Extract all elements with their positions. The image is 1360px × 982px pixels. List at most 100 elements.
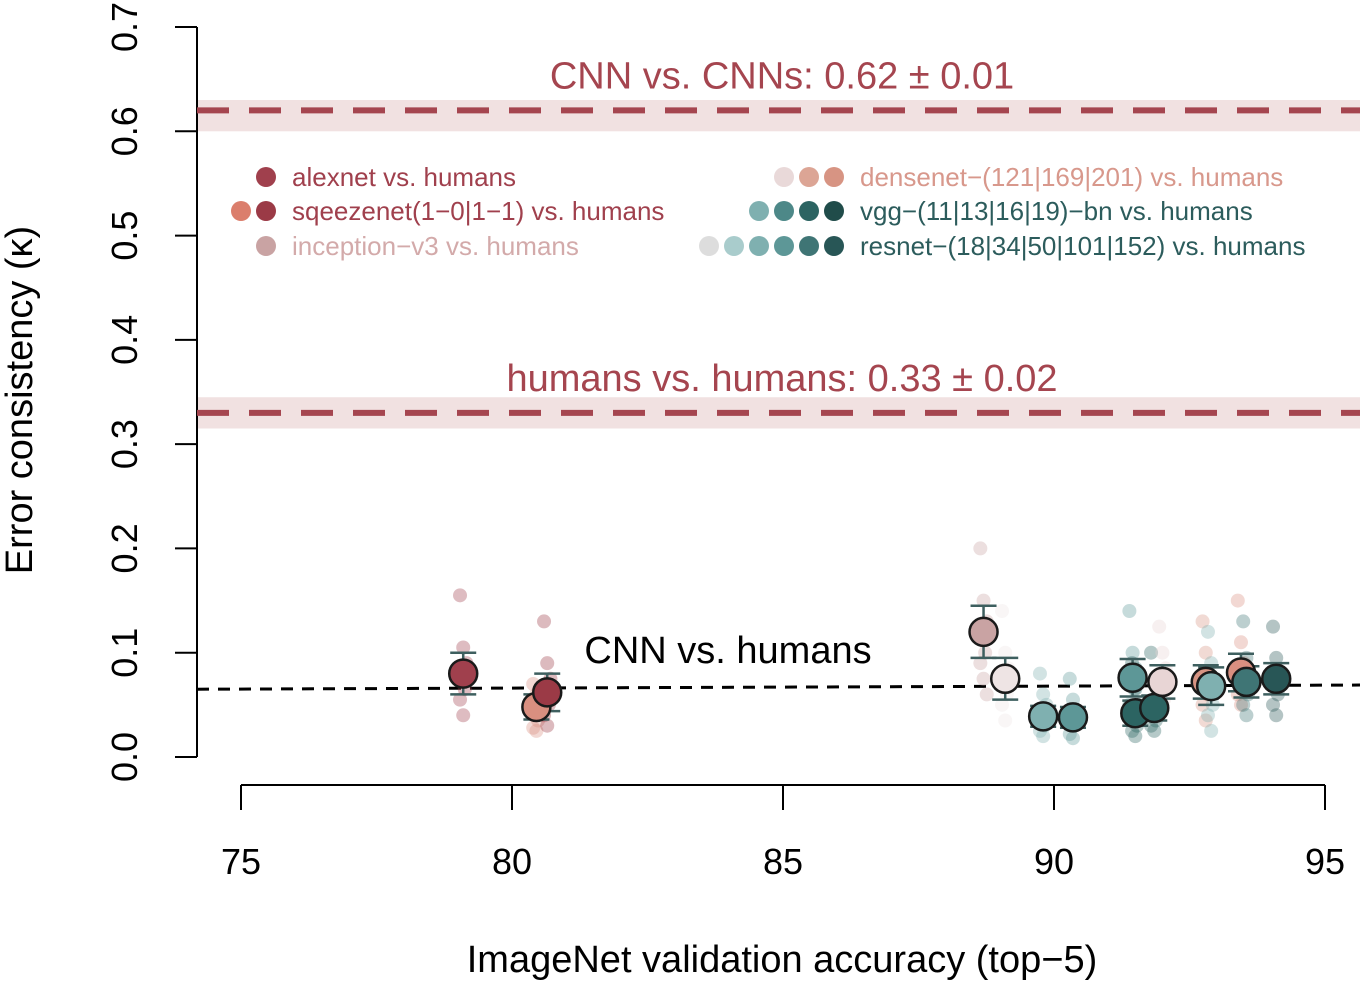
sample-point xyxy=(1233,635,1248,650)
sample-point xyxy=(976,671,991,686)
sample-point xyxy=(1236,614,1251,629)
legend-swatch xyxy=(799,167,819,187)
model-point xyxy=(1057,702,1089,733)
legend-swatch xyxy=(749,236,769,256)
legend-label: densenet−(121|169|201) vs. humans xyxy=(860,162,1283,192)
sample-point xyxy=(978,645,993,660)
sample-point xyxy=(1195,614,1210,629)
x-tick-label: 80 xyxy=(492,841,532,882)
sample-point xyxy=(1269,708,1284,723)
sample-point xyxy=(1122,604,1137,618)
x-tick-label: 95 xyxy=(1305,841,1345,882)
legend-swatch xyxy=(256,167,276,187)
sample-point xyxy=(1128,729,1143,744)
legend-swatch xyxy=(724,236,744,256)
sample-point xyxy=(540,656,555,671)
legend-swatch xyxy=(699,236,719,256)
sample-point xyxy=(979,687,994,702)
sample-point xyxy=(453,692,468,707)
sample-point xyxy=(973,656,988,671)
sample-point xyxy=(1032,666,1047,681)
x-tick-label: 90 xyxy=(1034,841,1074,882)
sample-point xyxy=(1200,624,1215,639)
model-point xyxy=(968,616,999,648)
sample-point xyxy=(537,614,552,629)
sample-point xyxy=(1204,723,1219,738)
sample-point xyxy=(1236,697,1251,712)
sample-point xyxy=(1230,593,1245,608)
x-ticks: 75 80 85 90 95 xyxy=(221,785,1345,882)
y-tick-label: 0.7 xyxy=(104,2,145,52)
sample-point xyxy=(995,604,1010,618)
legend-swatch xyxy=(774,167,794,187)
legend-swatch xyxy=(231,201,251,221)
trend-label: CNN vs. humans xyxy=(584,630,871,672)
x-tick-label: 85 xyxy=(763,841,803,882)
sample-point xyxy=(1266,697,1281,712)
legend-swatch xyxy=(824,236,844,256)
sample-point xyxy=(456,640,471,655)
reference-label: CNN vs. CNNs: 0.62 ± 0.01 xyxy=(550,55,1014,97)
sample-point xyxy=(998,645,1013,660)
y-tick-label: 0.4 xyxy=(104,315,145,365)
y-ticks: 0.0 0.1 0.2 0.3 0.4 0.5 0.6 0.7 xyxy=(104,2,197,782)
sample-point xyxy=(1233,697,1248,712)
x-axis-label: ImageNet validation accuracy (top−5) xyxy=(467,939,1098,981)
y-tick-label: 0.5 xyxy=(104,211,145,261)
sample-point xyxy=(973,541,988,556)
model-point xyxy=(989,663,1021,695)
model-point xyxy=(531,677,563,708)
x-tick-label: 75 xyxy=(221,841,261,882)
sample-point xyxy=(540,718,555,733)
legend-label: inception−v3 vs. humans xyxy=(292,231,579,261)
sample-point xyxy=(1266,619,1281,634)
sample-point xyxy=(1036,687,1051,702)
sample-point xyxy=(1155,645,1170,660)
sample-point xyxy=(1065,731,1080,746)
legend-swatch xyxy=(774,236,794,256)
model-point xyxy=(1195,670,1227,702)
sample-point xyxy=(995,697,1010,712)
reference-band xyxy=(197,100,1360,132)
model-point xyxy=(1231,666,1262,698)
sample-point xyxy=(1147,723,1162,738)
sample-point xyxy=(1125,645,1140,660)
sample-point xyxy=(453,588,468,603)
model-point xyxy=(1139,692,1170,724)
sample-point xyxy=(1200,708,1215,723)
legend-swatch xyxy=(824,167,844,187)
sample-point xyxy=(529,723,544,738)
sample-point xyxy=(1239,708,1254,723)
model-point xyxy=(447,658,479,689)
legend-swatch xyxy=(774,201,794,221)
legend-swatch xyxy=(799,236,819,256)
y-tick-label: 0.1 xyxy=(104,628,145,678)
sample-point xyxy=(1198,645,1213,660)
sample-point xyxy=(1062,671,1077,686)
model-point xyxy=(1260,663,1292,695)
sample-point xyxy=(1036,729,1051,744)
y-tick-label: 0.2 xyxy=(104,523,145,573)
legend-swatch xyxy=(256,201,276,221)
reference-lines: CNN vs. CNNs: 0.62 ± 0.01 humans vs. huma… xyxy=(197,55,1360,416)
cnn-vs-humans-line xyxy=(196,683,1360,691)
trend-line xyxy=(196,683,1360,691)
sample-point xyxy=(456,708,471,723)
legend-label: vgg−(11|13|16|19)−bn vs. humans xyxy=(860,196,1253,226)
legend-swatch xyxy=(256,236,276,256)
model-point xyxy=(1027,701,1059,732)
sample-point xyxy=(998,713,1013,728)
legend-label: sqeezenet(1−0|1−1) vs. humans xyxy=(292,196,664,226)
y-tick-label: 0.0 xyxy=(104,732,145,782)
legend-swatch xyxy=(749,201,769,221)
legend-label: resnet−(18|34|50|101|152) vs. humans xyxy=(860,231,1305,261)
legend-swatch xyxy=(799,201,819,221)
reference-label: humans vs. humans: 0.33 ± 0.02 xyxy=(506,358,1057,400)
sample-point xyxy=(976,593,991,608)
legend-label: alexnet vs. humans xyxy=(292,162,516,192)
sample-point xyxy=(1269,650,1284,665)
model-point xyxy=(1147,666,1178,698)
y-tick-label: 0.6 xyxy=(104,106,145,156)
model-points xyxy=(447,616,1292,733)
